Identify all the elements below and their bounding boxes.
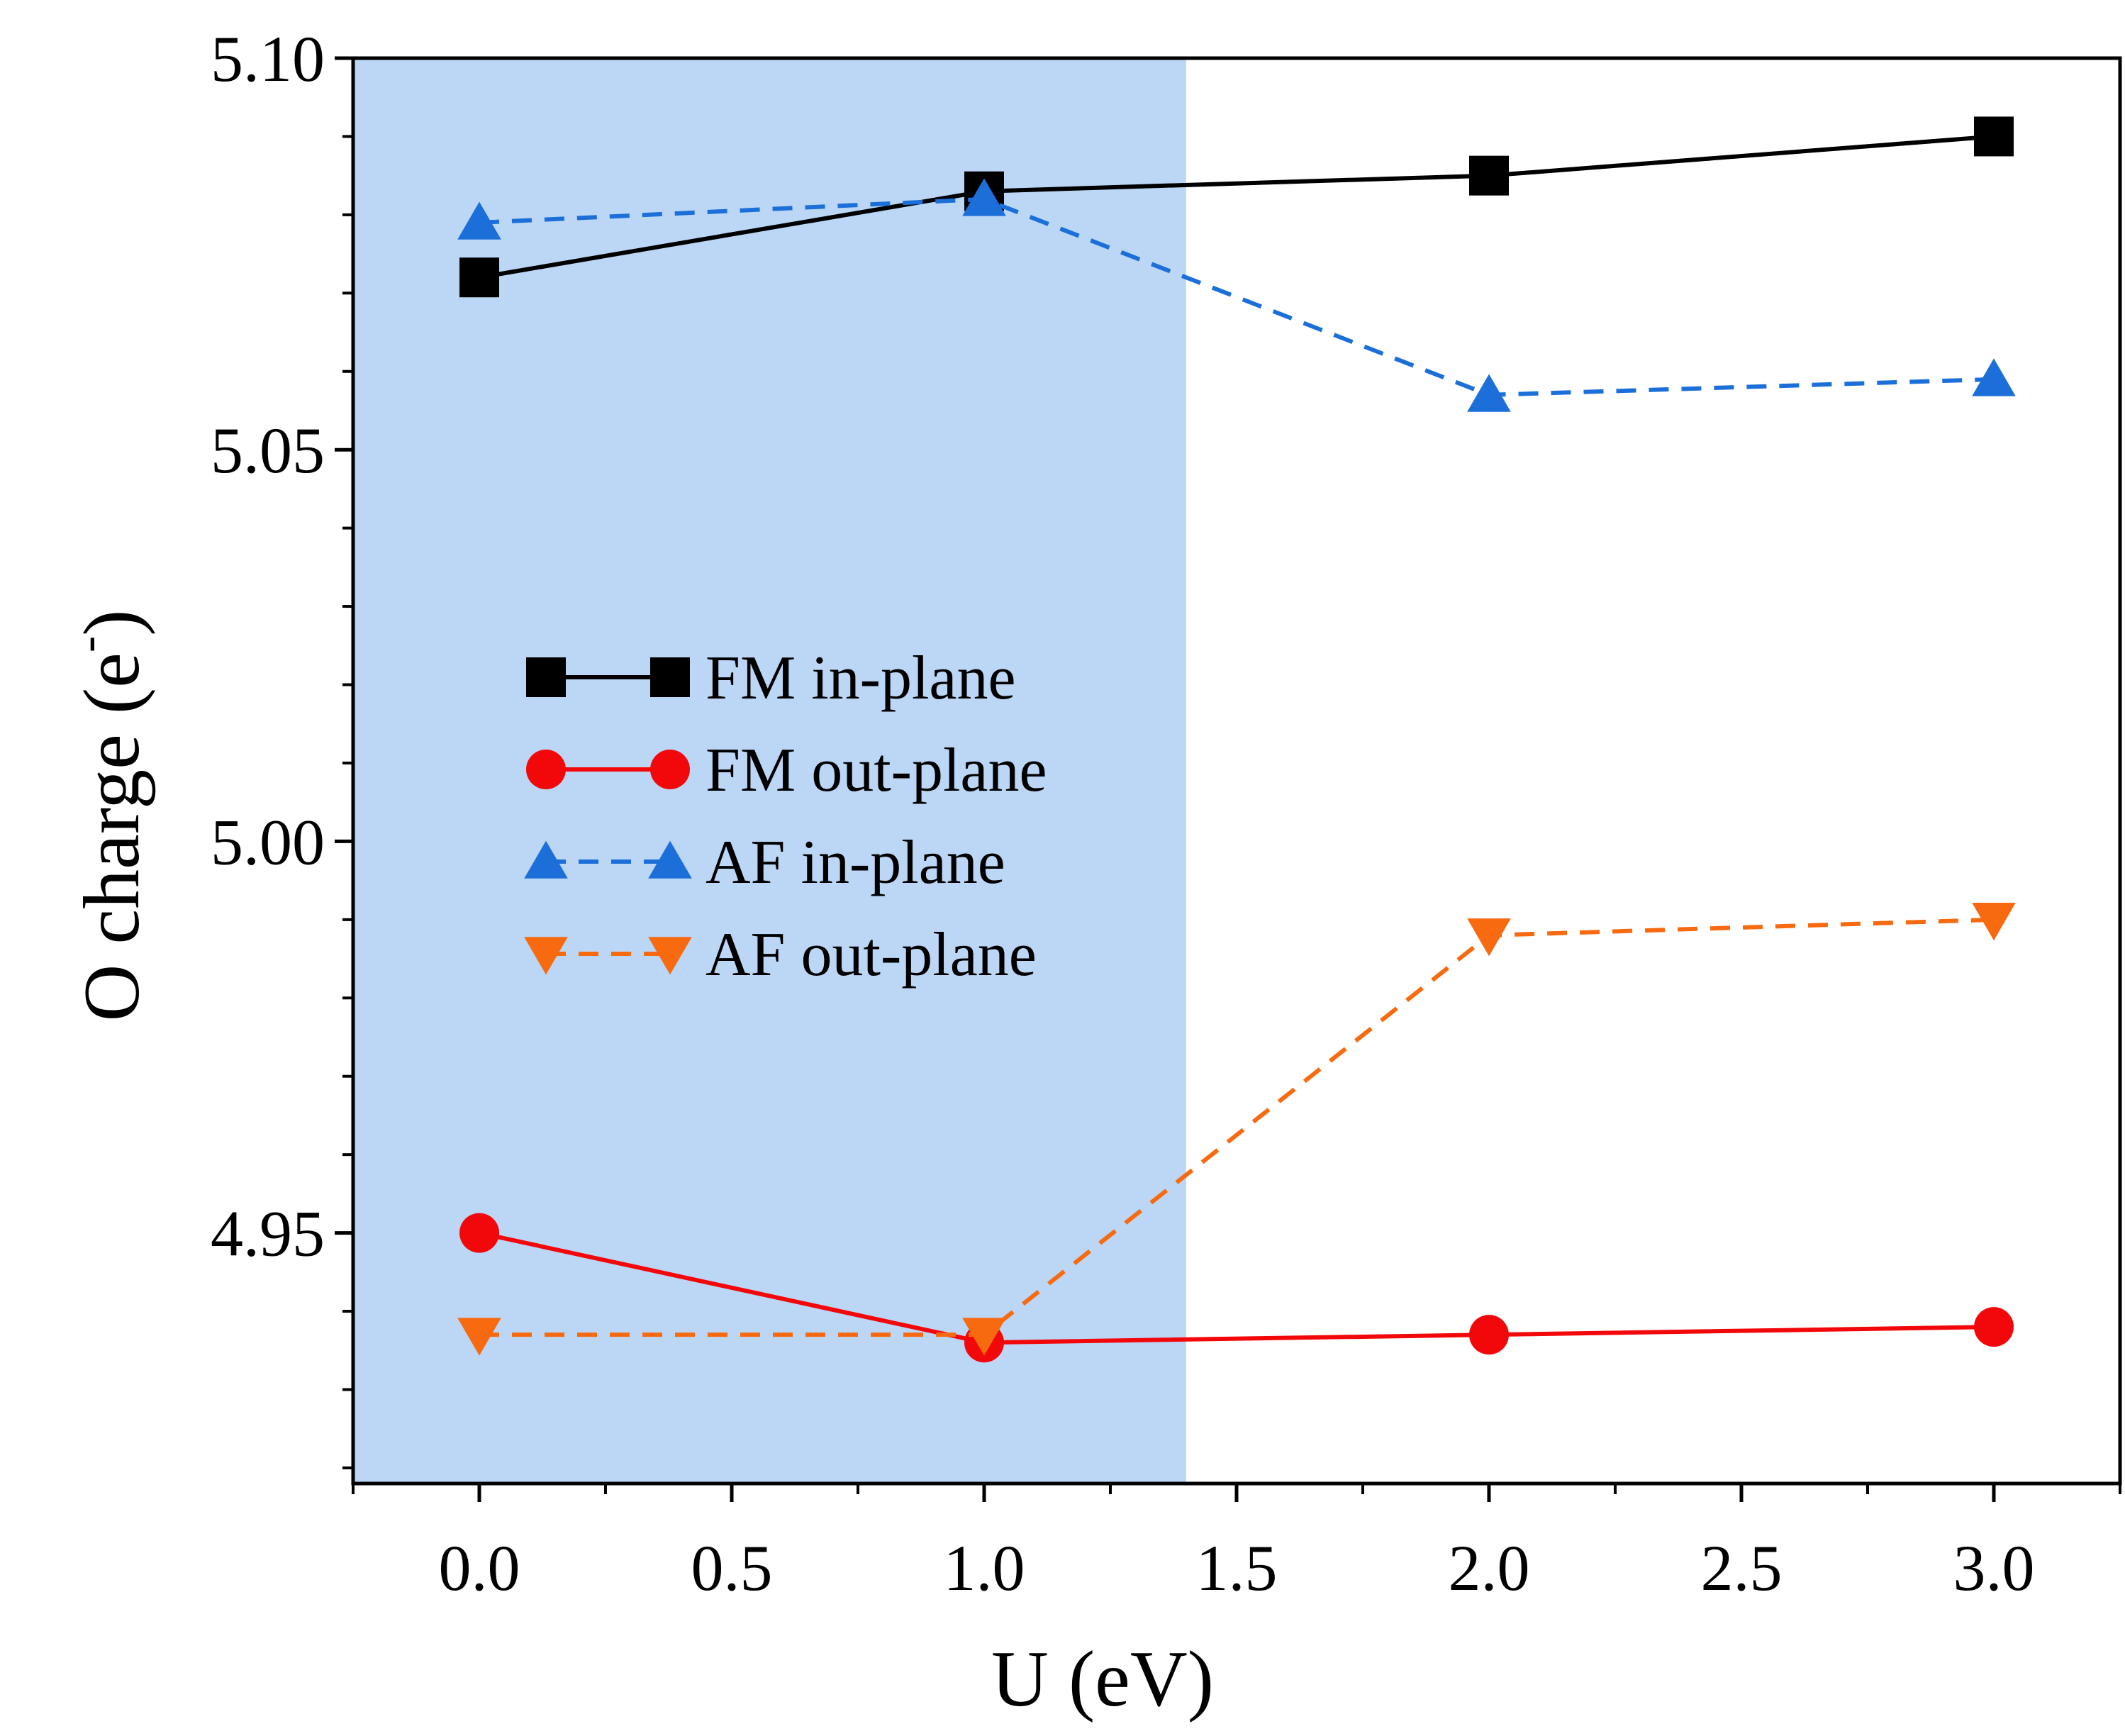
- x-axis-title: U (eV): [991, 1635, 1214, 1723]
- data-point-fm-in-plane: [1974, 116, 2014, 157]
- y-axis-title-close: ): [68, 610, 156, 636]
- legend-marker-fm-in-plane: [526, 657, 566, 697]
- data-point-fm-in-plane: [459, 257, 499, 298]
- legend-marker-fm-in-plane: [650, 657, 690, 697]
- x-tick-label: 2.0: [1449, 1532, 1530, 1604]
- series-layer: [457, 116, 2016, 1363]
- y-axis-title: O charge (e-): [61, 610, 156, 1022]
- x-tick-label: 1.0: [944, 1532, 1025, 1604]
- data-point-fm-out-plane: [1974, 1307, 2014, 1347]
- data-point-af-in-plane: [962, 178, 1006, 216]
- series-line-fm-in-plane: [479, 134, 1995, 280]
- legend-marker-af-out-plane: [648, 937, 692, 975]
- major-ticks: [335, 56, 1996, 1502]
- x-tick-label: 1.5: [1196, 1532, 1278, 1604]
- legend-marker-fm-out-plane: [650, 750, 690, 789]
- legend-label-af-in-plane: AF in-plane: [705, 828, 1005, 897]
- legend-label-fm-in-plane: FM in-plane: [705, 644, 1016, 713]
- legend-label-fm-out-plane: FM out-plane: [705, 736, 1047, 805]
- plot-frame: [351, 56, 2122, 1486]
- y-axis-title-main: O charge (e: [68, 652, 156, 1021]
- series-af-in-plane: [457, 178, 2016, 412]
- x-tick-label: 2.5: [1701, 1532, 1783, 1604]
- data-point-af-out-plane: [1972, 903, 2016, 941]
- data-point-af-in-plane: [1972, 358, 2016, 396]
- legend-item-fm-in-plane: FM in-plane: [526, 644, 1016, 713]
- data-point-af-in-plane: [1467, 374, 1511, 412]
- data-point-fm-out-plane: [1469, 1315, 1509, 1355]
- legend-marker-af-in-plane: [524, 840, 568, 879]
- series-line-fm-out-plane: [479, 1230, 1995, 1345]
- y-tick-label: 5.05: [211, 414, 325, 486]
- x-tick-label: 0.5: [691, 1532, 773, 1604]
- legend-label-af-out-plane: AF out-plane: [705, 920, 1037, 989]
- y-tick-label: 5.00: [211, 806, 325, 878]
- data-point-fm-in-plane: [1469, 155, 1509, 196]
- data-point-af-out-plane: [962, 1318, 1006, 1356]
- y-tick-label: 4.95: [211, 1198, 325, 1270]
- x-tick-label: 0.0: [439, 1532, 520, 1604]
- legend-item-af-in-plane: AF in-plane: [524, 828, 1005, 897]
- legend-item-fm-out-plane: FM out-plane: [526, 736, 1047, 805]
- data-point-af-out-plane: [457, 1318, 501, 1356]
- tick-labels: 0.0 0.5 1.0 1.5 2.0 2.5 3.0 4.95 5.00 5.05 5.10: [211, 23, 2035, 1604]
- series-af-out-plane: [457, 903, 2016, 1356]
- legend-marker-af-out-plane: [524, 937, 568, 975]
- legend-marker-fm-out-plane: [526, 750, 566, 789]
- x-tick-label: 3.0: [1953, 1532, 2035, 1604]
- y-tick-label: 5.10: [211, 23, 325, 95]
- legend-item-af-out-plane: AF out-plane: [524, 920, 1037, 989]
- y-axis-title-sup: -: [61, 636, 116, 652]
- series-line-af-out-plane: [479, 917, 1995, 1337]
- data-point-fm-out-plane: [459, 1213, 499, 1253]
- data-point-af-in-plane: [457, 201, 501, 240]
- legend: FM in-plane FM out-plane AF in-plane AF out…: [524, 644, 1047, 989]
- data-point-af-out-plane: [1467, 918, 1511, 957]
- legend-marker-af-in-plane: [648, 840, 692, 879]
